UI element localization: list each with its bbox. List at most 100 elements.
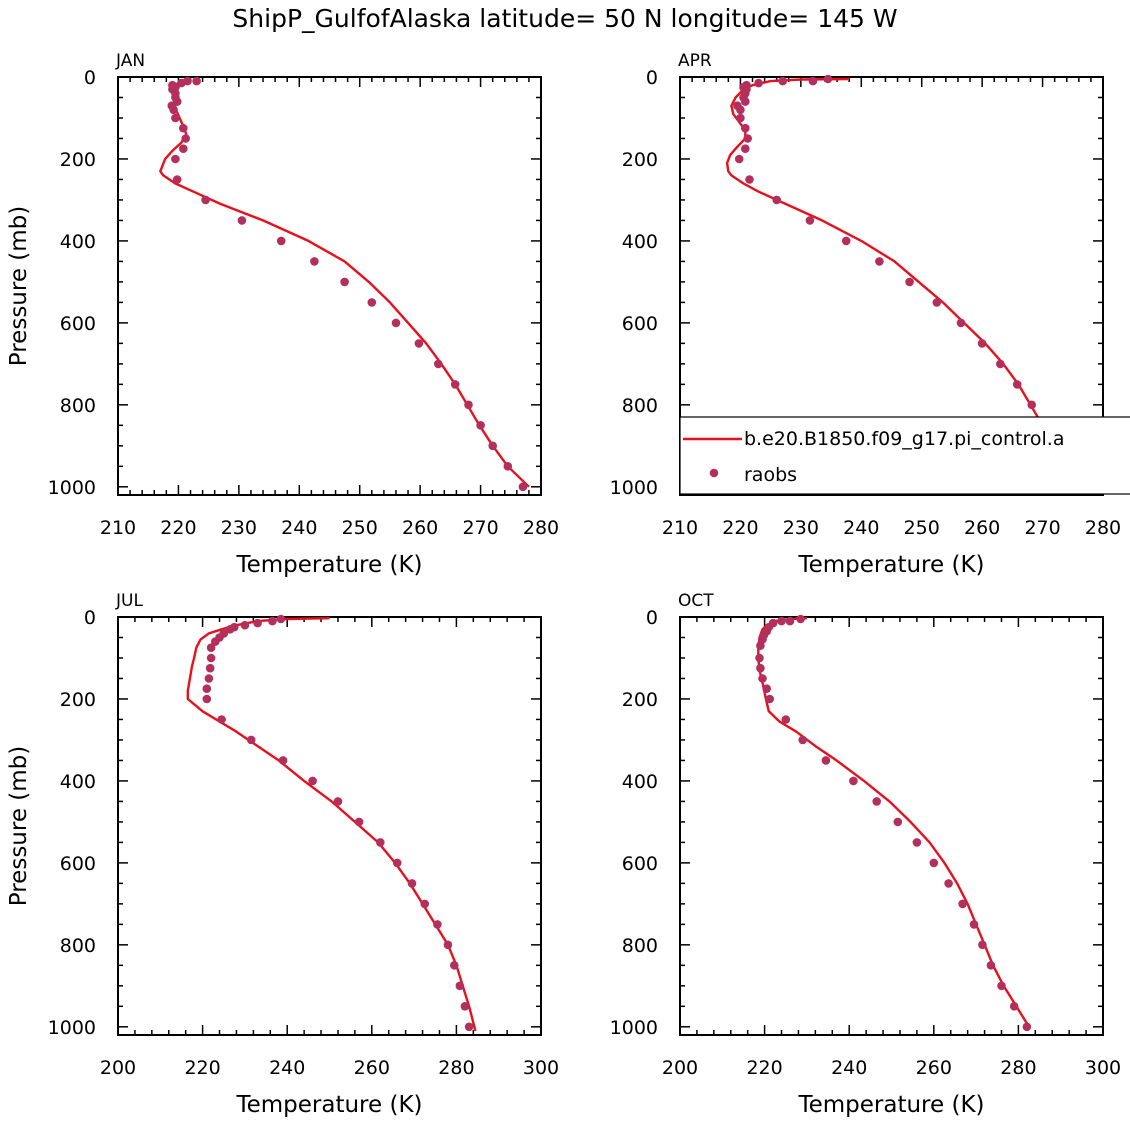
- y-tick-label: 600: [60, 853, 96, 875]
- raobs-point: [743, 134, 752, 143]
- raobs-point: [450, 961, 459, 970]
- raobs-point: [745, 175, 754, 184]
- raobs-point: [944, 879, 953, 888]
- raobs-point: [201, 195, 210, 205]
- y-tick-label: 0: [84, 607, 96, 629]
- x-tick-label: 220: [184, 1057, 220, 1079]
- raobs-point: [268, 616, 277, 626]
- raobs-point: [354, 817, 364, 827]
- raobs-point: [246, 735, 256, 745]
- y-tick-label: 200: [622, 689, 658, 711]
- raobs-point: [414, 339, 424, 348]
- raobs-point: [754, 78, 763, 88]
- raobs-point: [996, 359, 1005, 369]
- legend-box: [679, 416, 1130, 495]
- panel-label: APR: [678, 51, 712, 71]
- plot-frame: [679, 76, 1104, 496]
- y-tick-label: 800: [622, 935, 658, 957]
- y-tick-label: 0: [646, 607, 658, 629]
- y-tick-label: 1000: [610, 477, 658, 499]
- plot-frame: [117, 76, 542, 496]
- raobs-point: [741, 144, 750, 153]
- raobs-point: [1012, 380, 1022, 389]
- x-tick-label: 240: [843, 517, 879, 539]
- x-axis-label: Temperature (K): [235, 1092, 422, 1118]
- y-tick-label: 800: [622, 395, 658, 417]
- raobs-point: [391, 318, 401, 328]
- x-tick-label: 230: [783, 517, 819, 539]
- panel-label: JUL: [115, 591, 143, 611]
- figure-title: ShipP_GulfofAlaska latitude= 50 N longit…: [232, 4, 897, 33]
- raobs-point: [179, 144, 188, 153]
- raobs-point: [253, 618, 262, 628]
- x-tick-label: 220: [746, 1057, 782, 1079]
- raobs-point: [765, 694, 774, 704]
- raobs-point: [893, 817, 903, 827]
- raobs-point: [777, 616, 786, 626]
- raobs-point: [308, 776, 317, 786]
- x-axis-label: Temperature (K): [797, 552, 984, 578]
- raobs-point: [177, 78, 186, 88]
- y-tick-label: 400: [622, 231, 658, 253]
- raobs-point: [772, 195, 781, 205]
- raobs-point: [849, 776, 858, 786]
- raobs-point: [434, 359, 443, 369]
- raobs-point: [376, 838, 385, 847]
- raobs-point: [192, 76, 201, 86]
- raobs-point: [823, 74, 833, 84]
- x-tick-label: 220: [722, 517, 758, 539]
- raobs-point: [169, 105, 178, 115]
- x-tick-label: 210: [662, 517, 698, 539]
- y-tick-label: 800: [60, 935, 96, 957]
- raobs-point: [476, 421, 485, 430]
- raobs-points: [755, 614, 1032, 1032]
- raobs-point: [798, 735, 807, 745]
- raobs-point: [171, 154, 180, 164]
- raobs-point: [821, 756, 831, 765]
- raobs-point: [781, 715, 791, 724]
- raobs-point: [929, 858, 939, 868]
- raobs-point: [734, 154, 744, 164]
- y-tick-label: 200: [60, 149, 96, 171]
- y-tick-label: 1000: [48, 477, 96, 499]
- raobs-point: [488, 441, 498, 451]
- raobs-point: [392, 858, 402, 868]
- raobs-point: [986, 961, 996, 970]
- y-tick-label: 800: [60, 395, 96, 417]
- x-tick-label: 200: [100, 1057, 136, 1079]
- raobs-point: [278, 756, 288, 765]
- x-axis-label: Temperature (K): [235, 552, 422, 578]
- x-tick-label: 210: [100, 517, 136, 539]
- panel-label: OCT: [678, 591, 714, 611]
- x-axis-label: Temperature (K): [797, 1092, 984, 1118]
- y-tick-label: 0: [84, 67, 96, 89]
- y-tick-label: 200: [622, 149, 658, 171]
- x-tick-label: 260: [402, 517, 438, 539]
- raobs-point: [969, 920, 979, 929]
- raobs-point: [978, 940, 987, 950]
- y-axis-label: Pressure (mb): [6, 206, 32, 366]
- raobs-point: [756, 641, 765, 650]
- raobs-point: [407, 879, 417, 888]
- x-tick-label: 250: [904, 517, 940, 539]
- panel-apr: 210 220 230 240 250 260 270 280 0 200 400 600 800 100…: [610, 51, 1121, 578]
- raobs-point: [202, 684, 212, 693]
- y-tick-label: 1000: [48, 1017, 96, 1039]
- y-tick-label: 600: [622, 853, 658, 875]
- raobs-point: [276, 614, 286, 624]
- raobs-point: [932, 298, 942, 307]
- y-tick-label: 400: [60, 231, 96, 253]
- y-axis-label: Pressure (mb): [6, 746, 32, 906]
- raobs-point: [433, 920, 442, 929]
- y-tick-label: 0: [646, 67, 658, 89]
- raobs-point: [1022, 1022, 1032, 1032]
- raobs-point: [518, 482, 528, 492]
- raobs-point: [225, 625, 235, 634]
- raobs-point: [211, 637, 220, 646]
- x-tick-label: 280: [523, 517, 559, 539]
- x-tick-label: 200: [662, 1057, 698, 1079]
- x-tick-label: 240: [831, 1057, 867, 1079]
- raobs-point: [875, 257, 884, 266]
- raobs-point: [202, 694, 212, 704]
